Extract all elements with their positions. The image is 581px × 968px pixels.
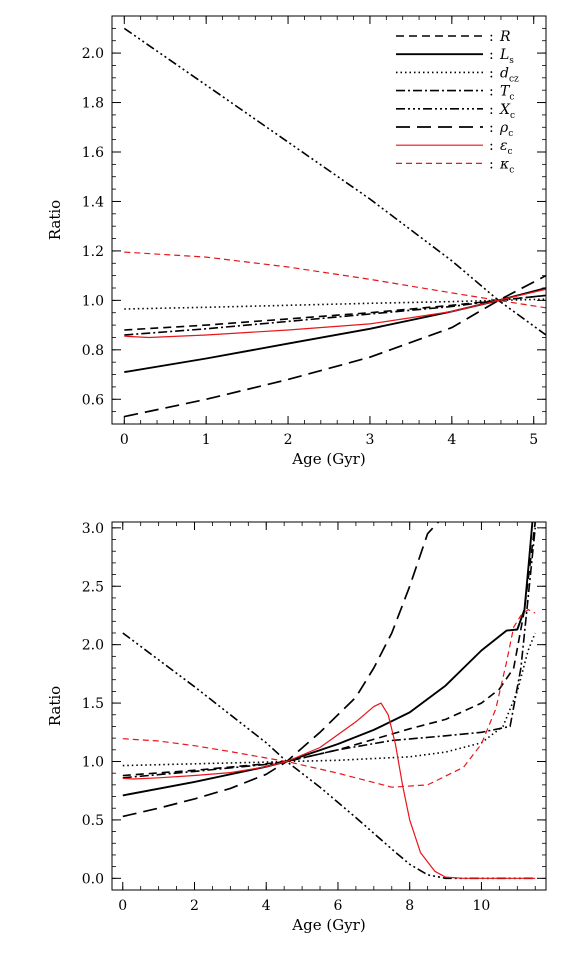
bottom-y-tick-label: 2.5 [82,579,104,595]
legend-label-r: R [499,29,511,45]
legend-symbol: ε [500,138,508,154]
bottom-series-kappa-line [122,608,536,788]
bottom-series-r-line [122,522,536,777]
bottom-plot-lines [122,522,536,880]
legend-label-t: Tc [500,84,514,103]
legend-subscript: s [509,56,514,66]
top-y-tick-label: 0.6 [82,392,104,408]
legend-subscript: c [509,93,514,103]
bottom-y-tick-label: 1.0 [82,754,104,770]
top-x-tick-label: 2 [284,432,293,448]
top-axis-ticks: 0 1 2 3 4 5 0.6 0.8 1.0 1.2 1.4 1.6 1.8 2.0 [82,15,546,448]
bottom-x-axis-title: Age (Gyr) [291,916,365,934]
top-x-tick-label: 0 [120,432,129,448]
bottom-series-epsilon-line [122,702,536,879]
top-y-tick-label: 1.2 [82,244,104,260]
bottom-panel: 0 2 4 6 8 10 0.0 0.5 1.0 1.5 2.0 2.5 3.0 Age (Gyr) R… [46,521,547,934]
top-y-tick-label: 2.0 [82,46,104,62]
bottom-series-l-line [122,522,534,797]
legend-colon: : [489,84,494,100]
legend-symbol: T [500,84,511,100]
top-y-axis-title: Ratio [46,200,64,240]
legend-subscript: cz [509,74,519,84]
top-x-tick-label: 3 [365,432,374,448]
top-y-tick-label: 1.6 [82,145,104,161]
legend-symbol: κ [499,156,509,172]
top-x-axis-title: Age (Gyr) [291,450,365,468]
legend-label-rho: ρc [499,120,513,139]
legend-colon: : [489,138,494,154]
top-series-x-line [123,27,546,336]
bottom-series-t-line [122,527,536,779]
legend-label-d: dcz [500,65,519,84]
top-series-rho-line [124,274,546,418]
top-plot-frame [111,15,547,425]
top-x-tick-label: 1 [202,432,211,448]
legend-colon: : [489,120,494,136]
bottom-x-tick-label: 0 [118,898,127,914]
legend-symbol: L [499,47,509,63]
bottom-x-tick-label: 2 [190,898,199,914]
bottom-x-tick-label: 4 [262,898,271,914]
legend-symbol: d [500,65,509,81]
legend-colon: : [489,29,494,45]
bottom-series-d-line [122,632,536,767]
bottom-y-tick-label: 2.0 [82,638,104,654]
bottom-x-tick-label: 8 [405,898,414,914]
top-x-tick-label: 4 [447,432,456,448]
legend-colon: : [489,102,494,118]
legend-symbol: R [499,29,511,45]
legend-colon: : [489,65,494,81]
bottom-axis-ticks: 0 2 4 6 8 10 0.0 0.5 1.0 1.5 2.0 2.5 3.0 [82,521,546,914]
bottom-y-axis-title: Ratio [46,686,64,726]
legend-label-kappa: κc [499,156,514,175]
top-y-tick-label: 1.8 [82,96,104,112]
top-series-epsilon-line [124,288,546,339]
top-panel: 0 1 2 3 4 5 0.6 0.8 1.0 1.2 1.4 1.6 1.8 2.0 Age (Gyr)… [46,15,547,468]
top-legend: : R: Ls: dcz: Tc: Xc: ρc: εc: κc [396,29,519,175]
bottom-series-rho-line [122,522,440,818]
legend-subscript: c [508,147,513,157]
legend-label-x: Xc [499,102,515,121]
top-series-r-line [124,294,546,331]
legend-symbol: ρ [499,120,509,136]
bottom-x-tick-label: 6 [334,898,343,914]
legend-subscript: c [509,165,514,175]
top-y-tick-label: 1.0 [82,293,104,309]
bottom-y-tick-label: 0.5 [82,813,104,829]
top-x-tick-label: 5 [529,432,538,448]
bottom-x-tick-label: 10 [473,898,491,914]
bottom-series-x-line [122,632,536,880]
top-plot-lines [123,27,546,418]
legend-subscript: c [508,129,513,139]
bottom-y-tick-label: 1.5 [82,696,104,712]
top-y-tick-label: 0.8 [82,343,104,359]
top-y-tick-label: 1.4 [82,194,104,210]
legend-subscript: c [510,111,515,121]
bottom-y-tick-label: 3.0 [82,521,104,537]
legend-colon: : [489,156,494,172]
top-series-kappa-line [124,251,546,309]
legend-label-l: Ls [499,47,514,66]
legend-label-epsilon: εc [500,138,513,157]
legend-symbol: X [499,102,511,118]
bottom-y-tick-label: 0.0 [82,871,104,887]
legend-colon: : [489,47,494,63]
bottom-plot-frame [111,521,547,891]
